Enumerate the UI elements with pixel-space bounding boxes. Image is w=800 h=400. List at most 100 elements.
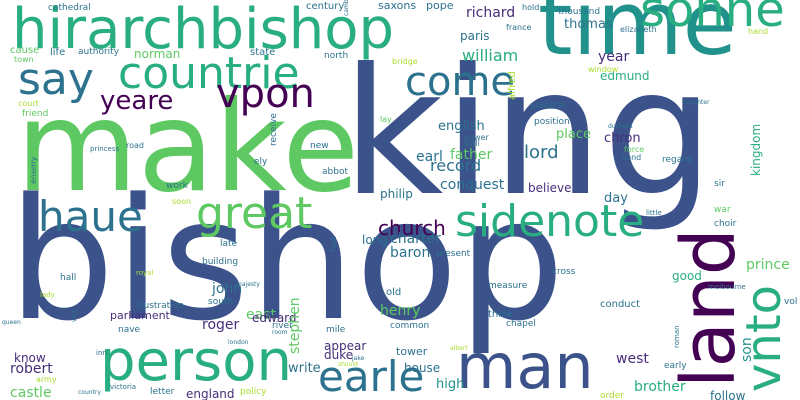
word-william: william: [462, 46, 519, 65]
word-life: life: [50, 47, 66, 58]
word-sidenote: sidenote: [455, 196, 645, 247]
word-state: state: [250, 47, 276, 58]
word-jake: jake: [352, 355, 365, 362]
word-little: little: [646, 209, 662, 217]
word-visit: visit: [71, 309, 78, 322]
word-east: east: [246, 307, 276, 323]
word-policy: policy: [240, 387, 267, 397]
word-hand: hand: [748, 27, 769, 36]
word-english: english: [438, 119, 485, 134]
word-follow: follow: [710, 389, 746, 400]
word-royal: royal: [136, 269, 154, 277]
word-daughter: daughter: [682, 99, 710, 106]
word-pope: pope: [426, 0, 454, 12]
word-richard: richard: [466, 5, 516, 21]
word-make: make: [16, 75, 360, 220]
word-son: son: [739, 337, 755, 362]
word-chron: chron: [604, 131, 641, 146]
word-choir: choir: [714, 219, 737, 229]
word-write: write: [288, 361, 321, 376]
word-cathedral: cathedral: [48, 3, 91, 13]
word-present: present: [436, 249, 471, 259]
word-work: work: [166, 181, 188, 191]
word-long: long: [362, 233, 388, 247]
word-victoria: victoria: [110, 383, 137, 391]
word-force: force: [624, 145, 645, 154]
word-court: court: [18, 99, 39, 108]
word-earl: earl: [416, 149, 443, 165]
word-man: man: [456, 330, 594, 400]
word-conquest: conquest: [440, 177, 505, 193]
word-yeare: yeare: [100, 86, 174, 116]
word-authority: authority: [78, 47, 120, 57]
word-power: power: [464, 133, 489, 142]
word-paris: paris: [460, 29, 490, 43]
word-day: day: [604, 191, 628, 206]
word-time: time: [538, 0, 737, 75]
word-know: know: [14, 351, 46, 365]
word-vol: vol: [784, 297, 798, 307]
word-prince: prince: [746, 257, 790, 273]
word-church: church: [378, 216, 446, 240]
word-place: place: [556, 127, 591, 142]
word-hold: hold: [522, 3, 540, 12]
word-henry: henry: [380, 303, 421, 319]
word-south: south: [208, 297, 234, 307]
word-castle: castle: [10, 385, 52, 400]
word-queen: queen: [2, 319, 21, 326]
word-bridge: bridge: [392, 57, 418, 66]
word-friend: friend: [22, 109, 49, 119]
word-chapel: chapel: [506, 319, 536, 329]
word-old: old: [386, 287, 402, 298]
word-regard: regard: [662, 155, 692, 165]
word-edmund: edmund: [600, 69, 650, 83]
word-soon: soon: [172, 197, 192, 206]
word-thomas: thomas: [564, 17, 613, 32]
word-duke: duke: [324, 348, 354, 362]
word-letter: letter: [150, 387, 175, 397]
word-enemy: enemy: [29, 156, 38, 184]
word-baron: baron: [390, 245, 431, 261]
word-lord: lord: [524, 142, 559, 163]
word-think: think: [488, 309, 514, 320]
word-lay: lay: [380, 115, 392, 124]
word-charter: charter: [390, 231, 441, 247]
word-good: good: [672, 269, 702, 283]
word-record: record: [430, 156, 482, 175]
word-roger: roger: [202, 317, 240, 333]
word-order: order: [600, 391, 624, 400]
word-father: father: [450, 147, 493, 163]
word-england: england: [186, 387, 235, 400]
word-war: war: [714, 205, 731, 215]
word-king: king: [342, 32, 714, 235]
word-late: late: [220, 239, 238, 249]
word-kingdom: kingdom: [749, 123, 763, 176]
word-great: great: [196, 188, 313, 239]
word-nave: nave: [118, 325, 141, 335]
word-should: should: [338, 361, 358, 368]
word-person: person: [100, 329, 292, 394]
word-receive: receive: [269, 113, 279, 146]
word-country: country: [78, 389, 101, 396]
word-house: house: [404, 361, 441, 375]
word-cause: cause: [10, 45, 40, 56]
word-high: high: [436, 377, 465, 392]
word-edward: edward: [252, 311, 297, 325]
word-majesty: majesty: [236, 281, 260, 288]
word-town: town: [14, 55, 34, 64]
word-lady: lady: [40, 291, 55, 299]
word-thousand: thousand: [558, 7, 601, 17]
word-conduct: conduct: [600, 299, 641, 310]
word-building: building: [202, 257, 239, 267]
word-melbourne: melbourne: [708, 283, 746, 291]
word-philip: philip: [380, 187, 413, 201]
word-countrie: countrie: [118, 48, 300, 99]
word-ely: ely: [254, 157, 268, 167]
word-princess: princess: [90, 145, 120, 153]
word-sir: sir: [714, 179, 725, 189]
word-brother: brother: [634, 379, 686, 395]
word-vpon: vpon: [216, 71, 315, 117]
word-room: room: [272, 329, 288, 336]
word-abbot: abbot: [322, 167, 348, 177]
word-year: year: [598, 49, 630, 65]
